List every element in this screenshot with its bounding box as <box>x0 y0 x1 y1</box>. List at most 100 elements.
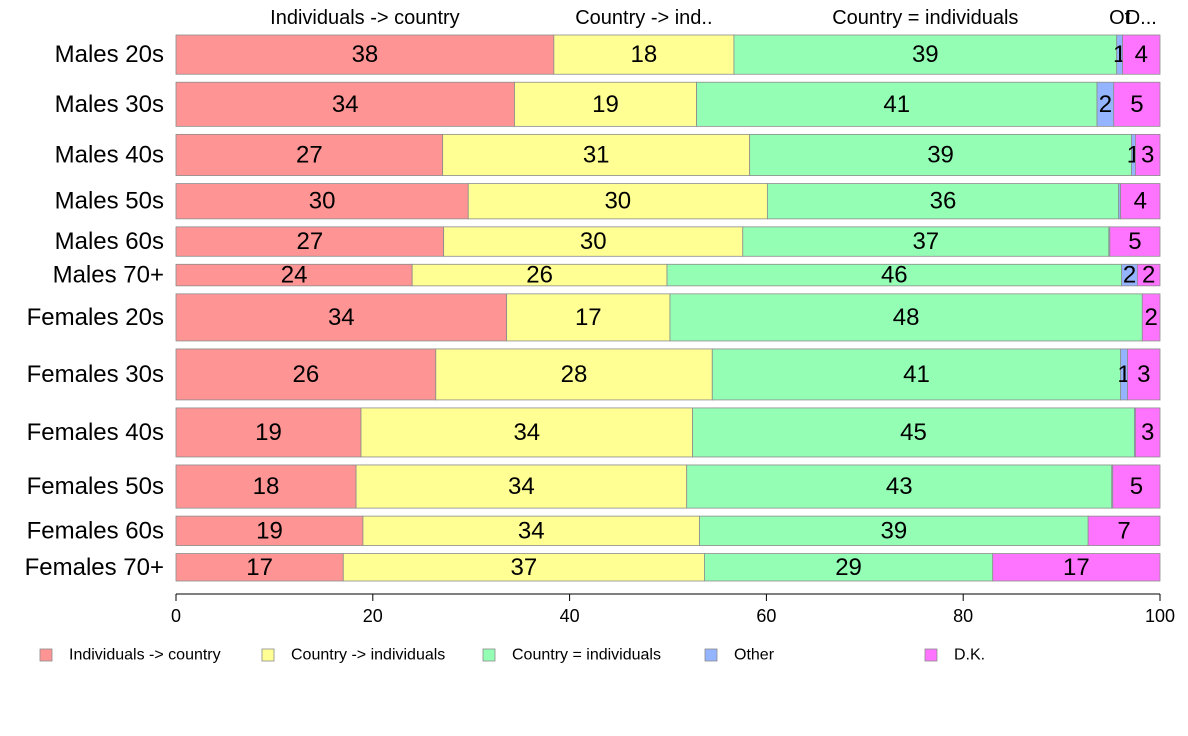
data-label: 2 <box>1144 304 1157 331</box>
bars-area: 38 18 39 1 434 19 41 2 527 31 39 1 330 30 36 427 30 37 524… <box>175 34 1161 582</box>
data-label: 7 <box>1117 517 1130 544</box>
bar-segment <box>175 515 364 546</box>
category-label: Females 50s <box>27 473 164 500</box>
data-label: 34 <box>518 517 545 544</box>
legend-swatch <box>704 648 718 662</box>
data-label: 19 <box>256 517 283 544</box>
data-label: 17 <box>575 304 602 331</box>
bar-segment <box>1113 81 1161 127</box>
bar-segment <box>435 348 713 401</box>
bar-segment <box>1112 464 1161 509</box>
legend-label: Individuals -> country <box>69 647 221 664</box>
x-tick-label: 40 <box>560 606 580 626</box>
top-series-labels: Individuals -> country Country -> ind.. Co… <box>270 7 1157 29</box>
data-label: 27 <box>296 228 323 255</box>
data-label: 24 <box>281 262 308 289</box>
bar-segment <box>175 553 344 582</box>
bar-segment <box>1122 34 1161 75</box>
x-axis: 0 20 40 60 80 100 <box>171 593 1175 626</box>
data-label: 19 <box>592 91 619 118</box>
bar-segment <box>696 81 1098 127</box>
bar-segment <box>514 81 697 127</box>
data-label: 41 <box>883 91 910 118</box>
bar-segment <box>362 515 700 546</box>
category-label: Females 60s <box>27 517 164 544</box>
data-label: 39 <box>927 141 954 168</box>
bar-segment <box>1127 348 1161 401</box>
data-label: 43 <box>886 473 913 500</box>
category-label: Females 70+ <box>25 554 164 581</box>
bar-segment <box>699 515 1089 546</box>
category-label: Males 30s <box>55 91 164 118</box>
bar-segment <box>742 226 1110 257</box>
data-label: 18 <box>253 473 280 500</box>
data-label: 3 <box>1137 361 1150 388</box>
bar-segment <box>175 133 444 176</box>
data-label: 17 <box>1063 554 1090 581</box>
x-tick-label: 20 <box>363 606 383 626</box>
bar-segment <box>342 553 705 582</box>
data-label: 37 <box>912 228 939 255</box>
legend-label: D.K. <box>954 647 985 664</box>
top-series-label: Country -> ind.. <box>575 7 712 29</box>
data-label: 46 <box>881 262 908 289</box>
category-label: Females 20s <box>27 304 164 331</box>
data-label: 37 <box>510 554 537 581</box>
data-label: 5 <box>1130 473 1143 500</box>
data-label: 27 <box>296 141 323 168</box>
x-tick-label: 0 <box>171 606 181 626</box>
data-label: 19 <box>255 419 282 446</box>
legend-label: Country -> individuals <box>291 647 445 664</box>
bar-segment <box>1109 226 1161 257</box>
bar-segment <box>175 348 437 401</box>
bar-segment <box>443 226 744 257</box>
data-label: 38 <box>352 41 379 68</box>
bar-segment <box>766 183 1120 220</box>
data-label: 17 <box>246 554 273 581</box>
bar-segment <box>692 407 1135 458</box>
legend-swatch <box>924 648 938 662</box>
x-tick-label: 80 <box>953 606 973 626</box>
bar-segment <box>749 133 1132 176</box>
bar-segment <box>355 464 688 509</box>
top-series-label: D... <box>1126 7 1157 29</box>
legend: Individuals -> country Country -> individ… <box>39 647 985 664</box>
category-label: Females 30s <box>27 361 164 388</box>
data-label: 29 <box>835 554 862 581</box>
bar-segment <box>175 81 515 127</box>
data-label: 3 <box>1141 141 1154 168</box>
bar-segment <box>506 293 671 342</box>
category-label: Females 40s <box>27 419 164 446</box>
data-label: 2 <box>1142 262 1155 289</box>
bar-segment <box>553 34 735 75</box>
bar-segment <box>175 226 445 257</box>
category-label: Males 60s <box>55 228 164 255</box>
data-label: 45 <box>900 419 927 446</box>
data-label: 31 <box>583 141 610 168</box>
data-label: 48 <box>893 304 920 331</box>
x-tick-label: 60 <box>756 606 776 626</box>
x-tick-label: 100 <box>1145 606 1175 626</box>
bar-segment <box>1120 183 1161 220</box>
legend-label: Country = individuals <box>512 647 661 664</box>
bar-segment <box>1135 133 1161 176</box>
bar-segment <box>1135 407 1161 458</box>
data-label: 2 <box>1099 91 1112 118</box>
bar-segment <box>175 293 508 342</box>
category-label: Males 70+ <box>53 262 164 289</box>
bar-segment <box>992 553 1161 582</box>
data-label: 39 <box>880 517 907 544</box>
data-label: 34 <box>328 304 355 331</box>
data-label: 30 <box>309 188 336 215</box>
data-label: 34 <box>508 473 535 500</box>
bar-segment <box>1141 293 1161 342</box>
data-label: 41 <box>903 361 930 388</box>
bar-segment <box>1087 515 1161 546</box>
data-label: 5 <box>1130 91 1143 118</box>
data-label: 2 <box>1123 262 1136 289</box>
bar-segment <box>175 183 469 220</box>
data-label: 5 <box>1128 228 1141 255</box>
data-label: 4 <box>1135 41 1148 68</box>
bar-segment <box>711 348 1122 401</box>
top-series-label: Ot <box>1109 7 1131 29</box>
